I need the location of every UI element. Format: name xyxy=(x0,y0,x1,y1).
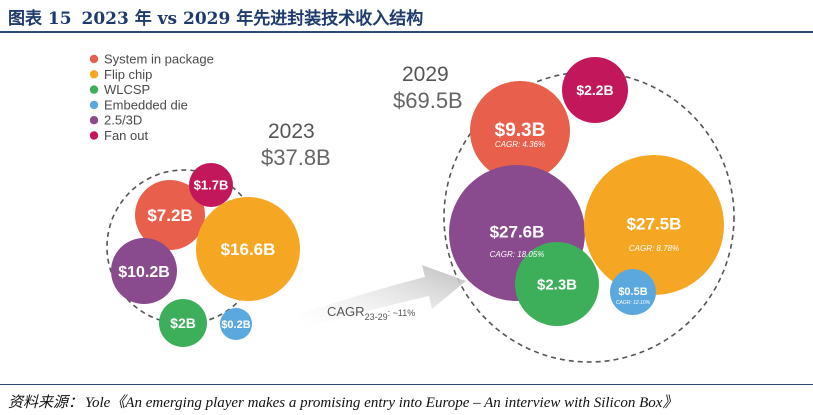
group-outline-2029 xyxy=(443,71,735,363)
legend-marker-embedded-die xyxy=(89,100,99,110)
bubble-2029-flip-chip xyxy=(584,155,724,295)
bubble-cagr-2029-flip-chip: CAGR: 8.78% xyxy=(629,244,679,253)
figure-number: 图表 15 xyxy=(8,9,72,29)
group-year-2029: 2029 xyxy=(402,63,449,86)
bubble-2023-fan-out xyxy=(189,163,233,207)
bubble-label-2023-system-in-package: $7.2B xyxy=(147,206,192,225)
source-note: 资料来源： Yole《An emerging player makes a pro… xyxy=(8,391,679,412)
legend-marker-fan-out xyxy=(89,131,99,140)
legend-label-2-5-3d: 2.5/3D xyxy=(104,113,142,128)
figure-title-text: 2023 年 vs 2029 年先进封装技术收入结构 xyxy=(81,9,424,29)
source-prefix: 资料来源： xyxy=(8,395,84,411)
legend-marker-2-5-3d xyxy=(89,116,99,125)
growth-cagr-label: CAGR23-29: ~11% xyxy=(327,304,415,322)
bubble-2023-system-in-package xyxy=(135,180,205,250)
bubble-2023-wlcsp xyxy=(159,299,207,347)
bubble-cagr-2029-embedded-die: CAGR: 12.10% xyxy=(616,300,651,306)
bubble-label-2029-embedded-die: $0.5B xyxy=(618,286,647,298)
title-rule xyxy=(0,31,813,33)
bubble-label-2029-system-in-package: $9.3B xyxy=(495,120,546,141)
bubble-2029-wlcsp xyxy=(515,242,599,326)
legend-marker-system-in-package xyxy=(89,54,99,64)
bubble-label-2023-fan-out: $1.7B xyxy=(194,178,229,193)
bubble-cagr-2029-system-in-package: CAGR: 4.36% xyxy=(495,140,545,149)
bubble-2023-flip-chip xyxy=(196,197,300,301)
group-total-2029: $69.5B xyxy=(393,88,463,113)
bubble-label-2023-wlcsp: $2B xyxy=(170,315,196,331)
legend-label-system-in-package: System in package xyxy=(104,52,214,67)
figure-title: 图表 15 2023 年 vs 2029 年先进封装技术收入结构 xyxy=(8,4,427,29)
legend-label-flip-chip: Flip chip xyxy=(104,67,152,82)
bubble-label-2023-flip-chip: $16.6B xyxy=(221,240,276,259)
legend-label-embedded-die: Embedded die xyxy=(104,97,188,112)
legend-label-wlcsp: WLCSP xyxy=(104,82,150,97)
source-rule xyxy=(0,384,813,385)
bubble-label-2029-flip-chip: $27.5B xyxy=(627,214,682,233)
bubble-cagr-2029-2-5-3d: CAGR: 18.05% xyxy=(490,250,545,259)
bubble-label-2023-2-5-3d: $10.2B xyxy=(118,264,170,281)
bubble-2029-fan-out xyxy=(562,57,628,123)
bubble-2023-2-5-3d xyxy=(111,238,177,304)
legend-marker-flip-chip xyxy=(89,70,99,79)
bubble-2029-embedded-die xyxy=(610,269,656,315)
bubble-label-2029-fan-out: $2.2B xyxy=(576,82,613,98)
group-total-2023: $37.8B xyxy=(261,145,331,170)
bubble-label-2023-embedded-die: $0.2B xyxy=(221,319,250,331)
bubble-label-2029-2-5-3d: $27.6B xyxy=(490,222,545,241)
group-year-2023: 2023 xyxy=(268,120,315,143)
source-text: Yole《An emerging player makes a promisin… xyxy=(85,395,678,411)
growth-arrow xyxy=(300,265,466,329)
legend-marker-wlcsp xyxy=(89,85,99,94)
bubble-label-2029-wlcsp: $2.3B xyxy=(537,276,577,293)
bubble-2023-embedded-die xyxy=(220,308,252,340)
bubble-2029-system-in-package xyxy=(470,81,570,181)
legend-label-fan-out: Fan out xyxy=(104,128,148,143)
